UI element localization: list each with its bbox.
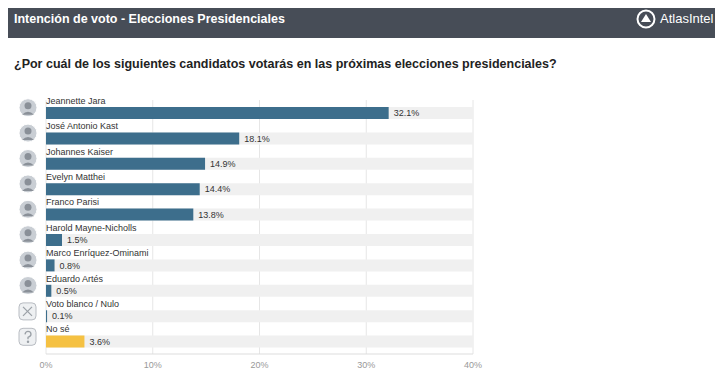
svg-text:Franco Parisi: Franco Parisi	[46, 197, 99, 207]
svg-text:0%: 0%	[39, 360, 52, 370]
svg-text:32.1%: 32.1%	[394, 108, 420, 118]
svg-text:13.8%: 13.8%	[198, 210, 224, 220]
svg-text:Harold Mayne-Nicholls: Harold Mayne-Nicholls	[46, 223, 137, 233]
svg-text:18.1%: 18.1%	[244, 134, 270, 144]
svg-text:14.9%: 14.9%	[210, 159, 236, 169]
svg-text:10%: 10%	[144, 360, 162, 370]
svg-text:0.1%: 0.1%	[52, 311, 73, 321]
svg-text:30%: 30%	[357, 360, 375, 370]
svg-text:No sé: No sé	[46, 324, 70, 334]
svg-text:14.4%: 14.4%	[205, 184, 231, 194]
svg-text:40%: 40%	[464, 360, 482, 370]
svg-text:Evelyn Matthei: Evelyn Matthei	[46, 172, 105, 182]
svg-text:Marco Enríquez-Ominami: Marco Enríquez-Ominami	[46, 248, 149, 258]
html-text:AtlasIntel: AtlasIntel	[660, 11, 714, 26]
svg-text:Eduardo Artés: Eduardo Artés	[46, 274, 104, 284]
svg-text:Voto blanco / Nulo: Voto blanco / Nulo	[46, 299, 119, 309]
svg-text:Johannes Kaiser: Johannes Kaiser	[46, 147, 113, 157]
svg-text:0.5%: 0.5%	[56, 286, 77, 296]
html-text:Intención de voto - Elecciones: Intención de voto - Elecciones Presidenc…	[14, 12, 285, 26]
svg-text:0.8%: 0.8%	[60, 261, 81, 271]
svg-text:1.5%: 1.5%	[67, 235, 88, 245]
svg-text:José Antonio Kast: José Antonio Kast	[46, 121, 119, 131]
html-text:¿Por cuál de los siguientes ca: ¿Por cuál de los siguientes candidatos v…	[14, 57, 557, 71]
svg-text:Jeannette Jara: Jeannette Jara	[46, 96, 106, 106]
svg-text:3.6%: 3.6%	[89, 337, 110, 347]
svg-text:20%: 20%	[250, 360, 268, 370]
